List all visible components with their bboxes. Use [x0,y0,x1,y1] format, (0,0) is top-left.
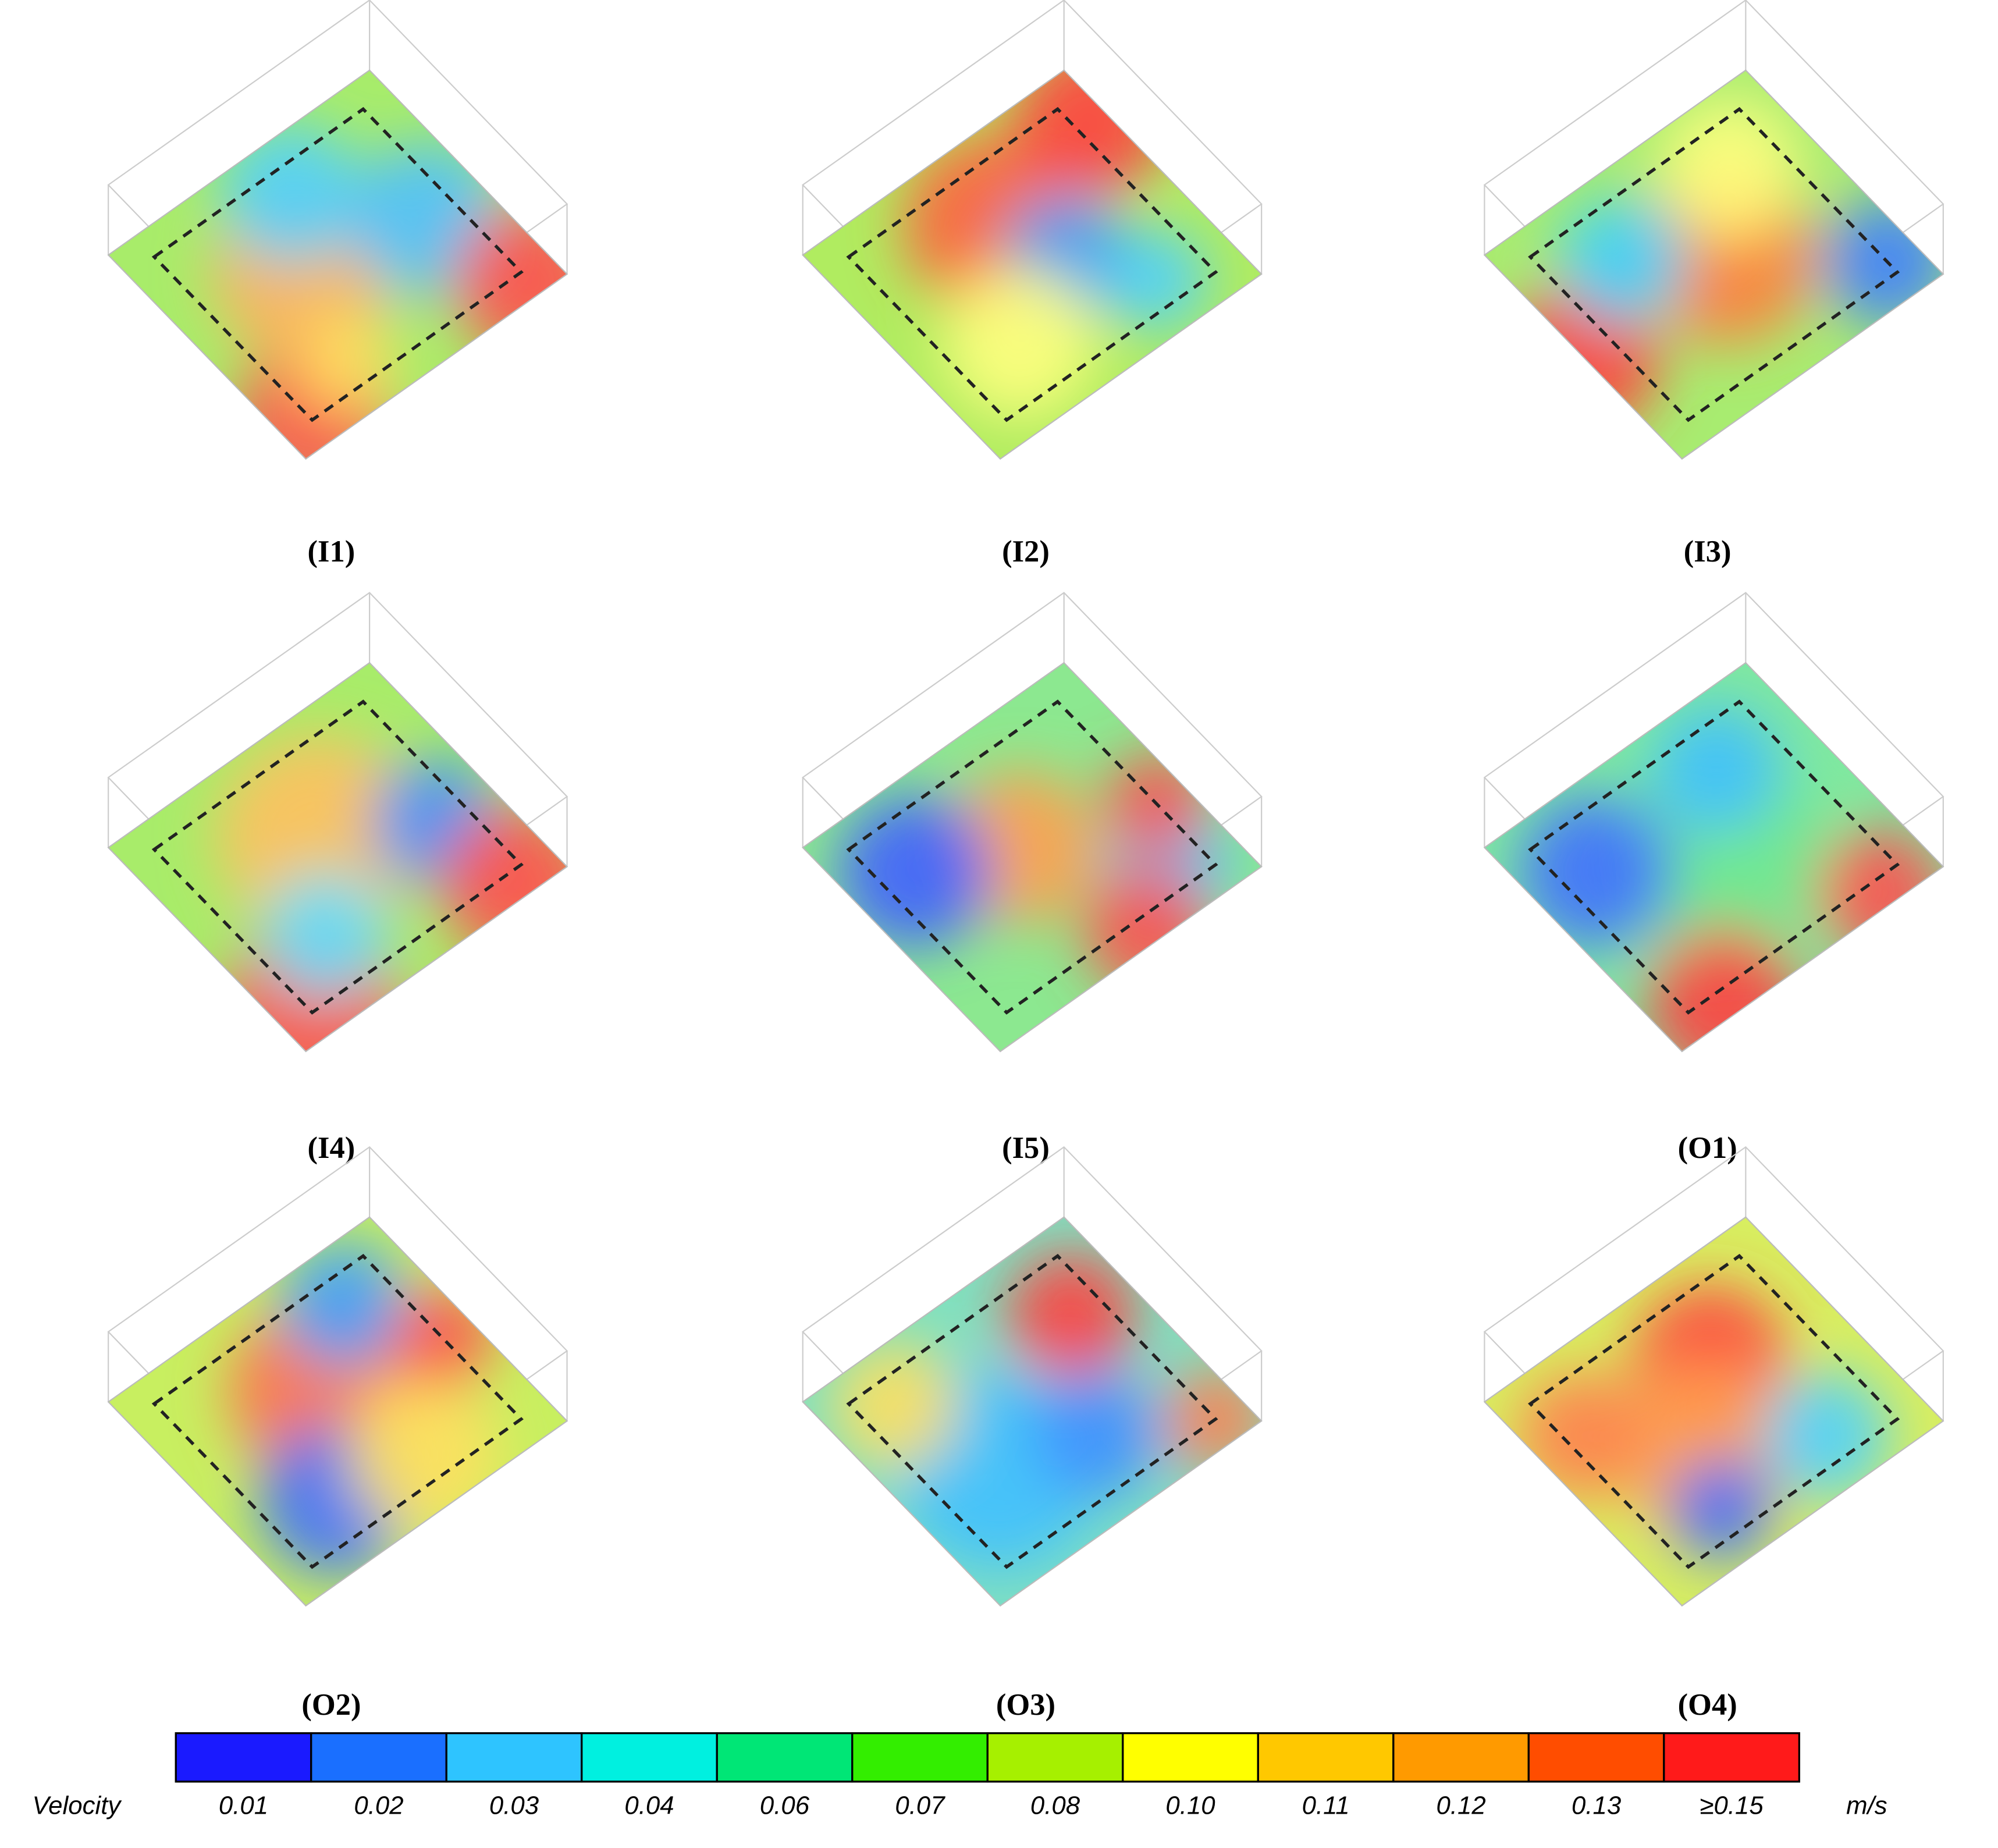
colorbar-cell [1257,1732,1395,1783]
contour-blob [1519,1371,1647,1499]
colorbar-cell [1663,1732,1800,1783]
colorbar-cell [1527,1732,1665,1783]
floor-edge [1483,69,1944,460]
contour-blob [1014,70,1167,197]
panel-label: (O1) [1678,1131,1737,1165]
velocity-field [802,70,1262,459]
panel-label: (I2) [1002,535,1050,568]
velocity-field [802,1217,1262,1606]
contour-blob [1761,1371,1889,1499]
floor-edge [107,1216,568,1607]
colorbar-cell [445,1732,583,1783]
panel [1483,1146,1944,1607]
occupied-zone [1528,106,1900,422]
panel-label: (I4) [308,1131,355,1165]
colorbar-label: 0.06 [760,1791,810,1819]
colorbar-label: 0.02 [354,1791,403,1819]
colorbar-label: 0.12 [1436,1791,1485,1819]
colorbar-label: 0.10 [1165,1791,1215,1819]
contour-blob [830,1342,958,1470]
panel [1483,592,1944,1053]
floor-edge [1483,1216,1944,1607]
panel-label: (O2) [301,1688,361,1722]
contour-blob [216,734,420,939]
velocity-field [1484,663,1943,1052]
colorbar-cell [716,1732,854,1783]
blobs [830,1251,1262,1571]
panel [107,0,568,460]
colorbar-label: ≥0.15 [1700,1791,1764,1819]
colorbar-cell [851,1732,989,1783]
contour-blob [261,871,389,999]
panel [1483,0,1944,460]
floor-edge [1483,662,1944,1053]
contour-blob [293,311,396,414]
contour-blob [1519,795,1673,948]
contour-blob [441,808,567,961]
contour-blob [1653,705,1781,833]
panel-label: (I5) [1002,1131,1050,1165]
occupied-zone [1528,1253,1900,1569]
occupied-zone [846,699,1218,1015]
occupied-zone [151,1253,524,1569]
panel [107,1146,568,1607]
panel [802,592,1263,1053]
velocity-field [108,663,567,1052]
floor-edge [107,662,568,1053]
colorbar-cell [581,1732,718,1783]
legend-title: Velocity [33,1791,123,1819]
colorbar-cell [986,1732,1124,1783]
colorbar-cell [175,1732,312,1783]
contour-blob [1034,1370,1162,1498]
colorbar-label: 0.08 [1030,1791,1080,1819]
contour-blob [1659,97,1800,238]
panel-label: (I1) [308,535,355,568]
occupied-zone [846,106,1218,422]
floor-edge [802,1216,1263,1607]
panel-label: (O4) [1678,1688,1737,1722]
occupied-zone [846,1253,1218,1569]
colorbar-label: 0.13 [1572,1791,1621,1819]
contour-blob [1083,866,1211,994]
occupied-zone [151,699,524,1015]
panel [107,592,568,1053]
panel [802,0,1263,460]
contour-blob [1007,1251,1135,1379]
colorbar-label: 0.11 [1302,1791,1350,1819]
colorbar-label: 0.07 [895,1791,945,1819]
contour-blob [1670,1458,1772,1561]
contour-blob [1105,228,1208,330]
colorbar-cell [1122,1732,1259,1783]
contour-blob [1558,197,1686,325]
legend-unit: m/s [1846,1791,1887,1819]
colorbar-label: 0.04 [624,1791,674,1819]
velocity-field [108,70,567,459]
occupied-zone [151,106,524,422]
floor-edge [802,662,1263,1053]
panel [802,1146,1263,1607]
colorbar-label: 0.03 [489,1791,539,1819]
colorbar-label: 0.01 [219,1791,268,1819]
blobs [1519,1285,1889,1561]
floor-edge [802,69,1263,460]
contour-blob [837,795,991,948]
floor-edge [107,69,568,460]
velocity-field [1484,1217,1943,1606]
contour-blob [943,265,1096,419]
colorbar-cell [310,1732,447,1783]
colorbar-cell [1392,1732,1530,1783]
occupied-zone [1528,699,1900,1015]
contour-blob [454,205,567,359]
contour-blob [221,124,362,265]
blobs [1519,705,1943,1052]
contour-blob [346,1377,500,1531]
panel-label: (O3) [996,1688,1055,1722]
panel-label: (I3) [1684,535,1732,568]
blobs [903,70,1208,419]
contour-blob [280,1240,408,1368]
